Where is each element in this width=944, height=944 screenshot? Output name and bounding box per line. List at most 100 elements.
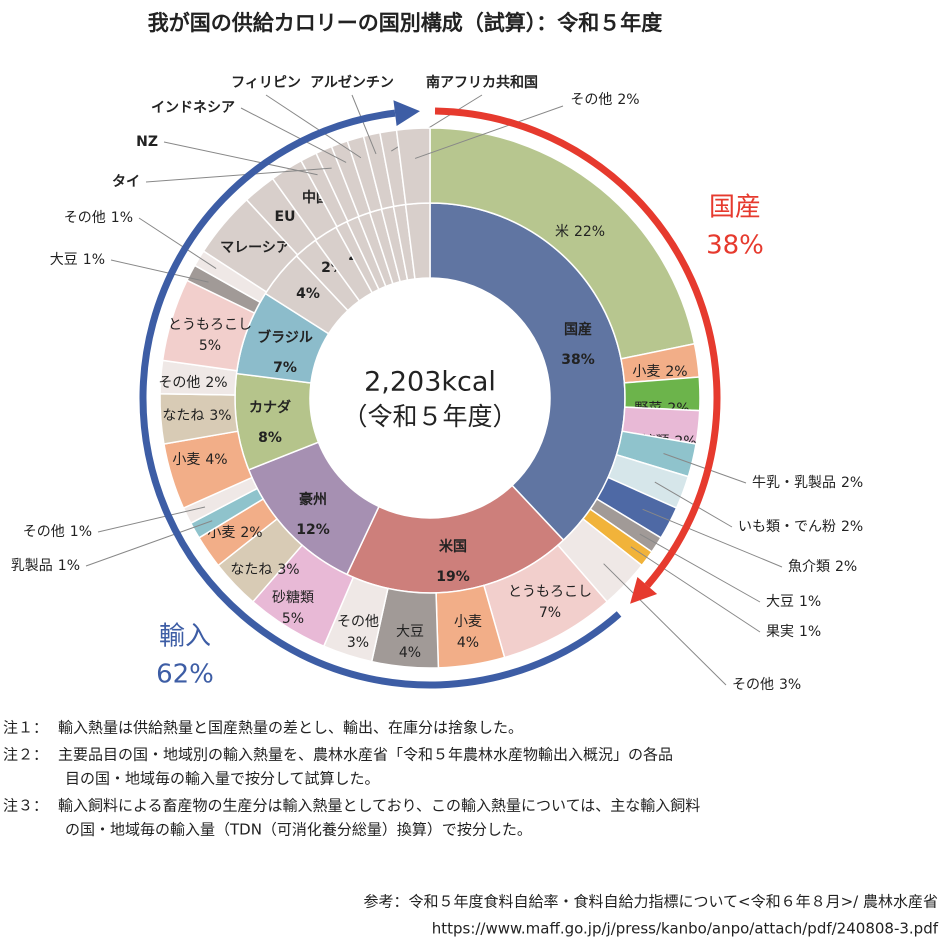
source: 参考：令和５年度食料自給率・食料自給力指標について<令和６年８月>/ 農林水産省 [363, 893, 938, 911]
leader-line [642, 508, 783, 568]
data-label: 南アフリカ共和国 [426, 74, 538, 91]
label-part: 米国 [439, 538, 467, 555]
data-label: EU [275, 209, 296, 225]
label-part: 2% [240, 525, 262, 541]
label-part: 3% [779, 677, 801, 693]
leader-line [265, 94, 362, 159]
label-part: 12% [296, 522, 330, 538]
label-part: カナダ [249, 399, 291, 416]
share-value: 38% [706, 231, 764, 261]
data-label: マレーシア [220, 240, 290, 256]
leader-line [603, 563, 727, 686]
label-part: 乳製品 [11, 558, 53, 574]
share-value: 62% [156, 660, 214, 690]
data-label: その他 1% [64, 210, 133, 226]
note-text: 主要品目の国・地域別の輸入熱量を、農林水産省「令和５年農林水産物輸出入概況」の各… [58, 746, 673, 764]
data-label: カナダ 8% [249, 399, 291, 446]
label-part: その他 [64, 210, 106, 226]
data-label: ブラジル 7% [257, 329, 313, 376]
label-part: 果実 [766, 624, 794, 640]
data-label: 小麦 4% [172, 452, 227, 468]
note-text: 輸入飼料による畜産物の生産分は輸入熱量としており、この輸入熱量については、主な輸… [58, 797, 700, 815]
data-label: インドネシア [151, 100, 235, 116]
note-text: の国・地域毎の輸入量（TDN（可消化養分総量）換算）で按分した。 [65, 821, 532, 839]
data-label: アルゼンチン [310, 74, 394, 91]
label-part: いも類・でん粉 [738, 519, 836, 535]
label-part: 38% [561, 352, 595, 368]
chart-title: 我が国の供給カロリーの国別構成（試算）：令和５年度 [148, 11, 663, 35]
label-part: 1% [83, 252, 105, 268]
center-label: （令和５年度） [342, 402, 517, 431]
label-part: 19% [436, 569, 470, 585]
leader-line [414, 105, 564, 159]
leader-line [97, 506, 206, 533]
label-part: フィリピン [231, 75, 301, 91]
label-part: 魚介類 [788, 559, 830, 575]
label-part: 5% [282, 611, 304, 627]
data-label: 大豆 1% [766, 594, 821, 610]
note-label: 注２： [3, 746, 48, 764]
data-label: タイ [112, 174, 140, 190]
note-label: 注３： [3, 797, 48, 815]
label-part: 7% [539, 605, 561, 621]
label-part: 3% [347, 635, 369, 651]
note-text: 目の国・地域毎の輸入量で按分して試算した。 [65, 770, 380, 788]
label-part: 大豆 [766, 594, 794, 610]
data-label: 果実 1% [766, 624, 821, 640]
outer-segment [395, 127, 431, 206]
label-part: 22% [574, 224, 605, 240]
label-part: 7% [273, 360, 297, 376]
data-label: 魚介類 2% [788, 559, 857, 575]
data-label: 乳製品 1% [11, 558, 80, 574]
data-label: 豪州 12% [296, 491, 330, 538]
label-part: 豪州 [299, 491, 327, 508]
leader-line [163, 141, 318, 176]
label-part: 小麦 [454, 614, 482, 630]
label-part: 国産 [564, 321, 592, 338]
label-part: 砂糖類 [272, 590, 314, 606]
data-label: フィリピン [231, 75, 301, 91]
data-label: 米国 19% [436, 538, 470, 585]
label-part: なたね [230, 562, 272, 578]
data-label: NZ [136, 134, 158, 150]
label-part: 3% [277, 562, 299, 578]
label-part: マレーシア [220, 240, 290, 256]
data-label: 小麦 2% [632, 364, 687, 380]
data-label: 国産 38% [561, 321, 595, 368]
data-label: 大豆 4% [396, 624, 424, 661]
label-part: 1% [799, 624, 821, 640]
label-part: とうもろこし [508, 584, 592, 600]
label-part: タイ [112, 174, 140, 190]
label-part: その他 [337, 614, 379, 630]
label-part: 4% [296, 286, 320, 302]
arrow-head [630, 577, 658, 604]
data-label: 大豆 1% [50, 252, 105, 268]
label-part: その他 [23, 524, 65, 540]
label-part: 4% [457, 635, 479, 651]
label-part: インドネシア [151, 100, 235, 116]
label-part: とうもろこし [168, 317, 252, 333]
leader-line [639, 533, 761, 603]
data-label: 砂糖類 5% [272, 590, 314, 627]
source: https://www.maff.go.jp/j/press/kanbo/anp… [432, 920, 939, 938]
label-part: 5% [199, 338, 221, 354]
data-label: なたね 3% [162, 408, 231, 424]
label-part: 2% [841, 519, 863, 535]
label-part: 4% [205, 452, 227, 468]
share-name: 国産 [709, 193, 761, 223]
label-part: ブラジル [257, 329, 313, 346]
label-part: その他 [158, 375, 200, 391]
label-part: 大豆 [396, 624, 424, 640]
label-part: 1% [799, 594, 821, 610]
leader-line [630, 546, 761, 633]
label-part: 牛乳・乳製品 [752, 475, 836, 491]
data-label: 米 22% [555, 224, 605, 240]
label-part: NZ [136, 134, 158, 150]
label-part: 1% [70, 524, 92, 540]
label-part: EU [275, 209, 296, 225]
label-part: 南アフリカ共和国 [426, 74, 538, 91]
leader-line [351, 94, 377, 155]
data-label: なたね 3% [230, 562, 299, 578]
arrow-head [393, 100, 420, 127]
